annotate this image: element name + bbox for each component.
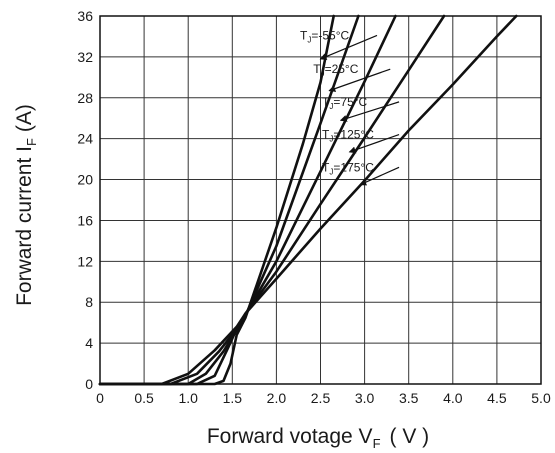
series-label-1: TJ=25°C bbox=[313, 62, 358, 78]
x-tick-label: 1.0 bbox=[178, 390, 198, 406]
y-axis-title-main: Forward current I bbox=[13, 146, 36, 306]
series-label-sub: J bbox=[329, 167, 333, 176]
series-label-suffix: =25°C bbox=[325, 62, 359, 76]
y-tick-label: 4 bbox=[85, 335, 93, 351]
series-label-prefix: T bbox=[313, 62, 321, 76]
series-label-2: TJ=75°C bbox=[322, 95, 367, 111]
y-tick-label: 8 bbox=[85, 294, 93, 310]
series-label-suffix: =125°C bbox=[333, 128, 374, 142]
series-lines bbox=[98, 14, 518, 386]
series-label-arrow-1 bbox=[328, 68, 391, 92]
series-label-arrow-4 bbox=[359, 166, 400, 186]
x-tick-label: 4.5 bbox=[487, 390, 507, 406]
series-label-prefix: T bbox=[322, 95, 330, 109]
x-tick-label: 0.5 bbox=[134, 390, 154, 406]
axes: 0 0.5 1.0 1.5 2.0 2.5 3.0 3.5 4.0 4.5 5.0 0 4 8 12 16 20… bbox=[77, 8, 551, 406]
x-tick-label: 5.0 bbox=[531, 390, 551, 406]
series-label-3: TJ=125°C bbox=[322, 128, 374, 144]
y-tick-label: 36 bbox=[77, 8, 93, 24]
series-labels: TJ=-55°CTJ=25°CTJ=75°CTJ=125°CTJ=175°C bbox=[300, 28, 400, 186]
x-tick-label: 2.0 bbox=[267, 390, 287, 406]
y-tick-label: 24 bbox=[77, 131, 93, 147]
x-axis-title-main: Forward votage V bbox=[207, 425, 373, 448]
series-label-prefix: T bbox=[322, 128, 330, 142]
y-axis-title-unit: (A) bbox=[13, 104, 36, 132]
series-label-arrow-2 bbox=[339, 101, 400, 122]
plot-frame bbox=[99, 15, 542, 385]
series-label-0: TJ=-55°C bbox=[300, 28, 349, 44]
y-axis-title: Forward current IF (A) bbox=[13, 104, 39, 306]
series-label-sub: J bbox=[307, 35, 311, 44]
series-line-3 bbox=[98, 14, 446, 386]
x-tick-label: 0 bbox=[96, 390, 104, 406]
series-label-prefix: T bbox=[322, 160, 330, 174]
y-tick-label: 28 bbox=[77, 90, 93, 106]
y-tick-label: 20 bbox=[77, 172, 93, 188]
series-label-arrow-0 bbox=[319, 34, 378, 60]
series-label-suffix: =75°C bbox=[333, 95, 367, 109]
series-label-sub: J bbox=[329, 135, 333, 144]
series-label-arrow-3 bbox=[348, 134, 400, 154]
x-tick-label: 3.0 bbox=[355, 390, 375, 406]
y-axis-title-sub: F bbox=[24, 138, 39, 146]
x-axis-title: Forward votage VF ( V ) bbox=[207, 425, 429, 448]
series-label-suffix: =175°C bbox=[333, 160, 374, 174]
x-axis-title-unit: ( V ) bbox=[390, 425, 430, 448]
y-tick-label: 32 bbox=[77, 49, 93, 65]
series-line-0 bbox=[98, 14, 335, 386]
y-tick-label: 0 bbox=[85, 376, 93, 392]
x-axis-title-sub: F bbox=[373, 436, 381, 448]
y-tick-label: 12 bbox=[77, 253, 93, 269]
series-line-4 bbox=[98, 14, 518, 386]
series-label-prefix: T bbox=[300, 28, 308, 42]
x-tick-label: 2.5 bbox=[311, 390, 331, 406]
series-label-4: TJ=175°C bbox=[322, 160, 374, 176]
y-tick-label: 16 bbox=[77, 212, 93, 228]
x-tick-label: 1.5 bbox=[223, 390, 243, 406]
series-label-sub: J bbox=[321, 69, 325, 78]
series-label-sub: J bbox=[329, 102, 333, 111]
x-tick-label: 3.5 bbox=[399, 390, 419, 406]
x-tick-label: 4.0 bbox=[443, 390, 463, 406]
series-label-suffix: =-55°C bbox=[311, 28, 349, 42]
